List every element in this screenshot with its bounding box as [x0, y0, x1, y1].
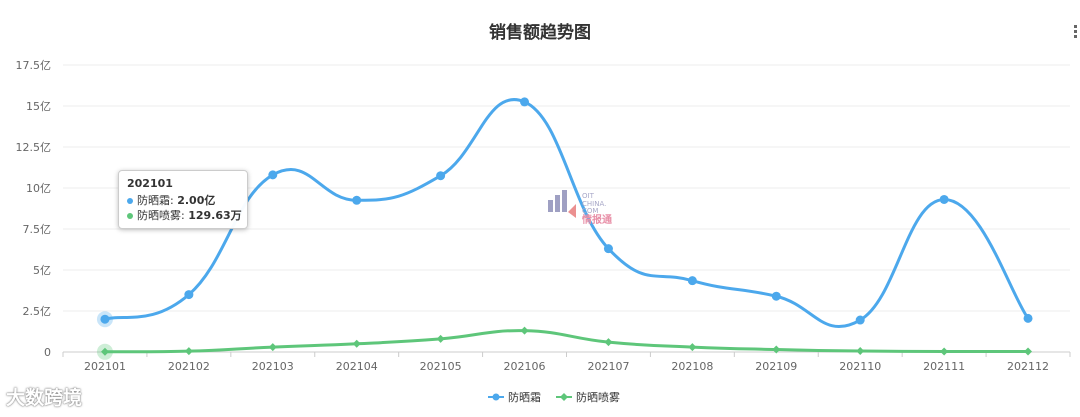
data-point[interactable]	[184, 290, 194, 300]
tooltip-value: 129.63万	[188, 209, 242, 222]
y-tick-label: 15亿	[26, 100, 51, 113]
tooltip-row-spray: 防晒喷雾: 129.63万	[127, 208, 242, 223]
x-tick-label: 202103	[252, 360, 294, 373]
tooltip-label: 防晒霜:	[137, 194, 178, 207]
data-point[interactable]	[856, 347, 865, 356]
data-point[interactable]	[688, 343, 697, 352]
svg-text:OIT: OIT	[582, 192, 595, 200]
x-tick-label: 202110	[839, 360, 881, 373]
center-logo-icon: OIT CHINA. COM 情报通	[548, 190, 612, 226]
series-dot-icon	[127, 198, 133, 204]
data-point[interactable]	[436, 334, 445, 343]
svg-text:CHINA.: CHINA.	[582, 200, 606, 208]
data-point[interactable]	[100, 314, 110, 324]
data-point[interactable]	[184, 347, 193, 356]
watermark-text: 大数跨境	[6, 387, 83, 409]
data-point[interactable]	[603, 244, 613, 254]
data-point[interactable]	[268, 170, 278, 180]
data-point[interactable]	[1023, 313, 1033, 323]
data-point[interactable]	[100, 347, 109, 356]
data-point[interactable]	[855, 315, 865, 325]
y-tick-label: 12.5亿	[16, 141, 52, 154]
chart-tooltip: 202101 防晒霜: 2.00亿 防晒喷雾: 129.63万	[118, 170, 248, 229]
x-tick-label: 202105	[420, 360, 462, 373]
x-tick-label: 202107	[587, 360, 629, 373]
x-tick-label: 202104	[336, 360, 378, 373]
y-tick-label: 2.5亿	[23, 305, 52, 318]
y-tick-label: 7.5亿	[23, 223, 52, 236]
legend-item[interactable]: 防晒霜	[488, 390, 541, 404]
tooltip-title: 202101	[127, 177, 173, 190]
data-point[interactable]	[520, 97, 530, 107]
x-tick-label: 202109	[755, 360, 797, 373]
series-line	[104, 98, 1030, 328]
y-tick-label: 0	[44, 346, 51, 359]
series-dot-icon	[127, 213, 133, 219]
data-point[interactable]	[352, 339, 361, 348]
legend-label: 防晒喷雾	[576, 390, 620, 404]
data-point[interactable]	[268, 343, 277, 352]
legend-item[interactable]: 防晒喷雾	[556, 390, 620, 404]
x-tick-label: 202102	[168, 360, 210, 373]
hamburger-menu-icon[interactable]	[1068, 24, 1080, 40]
y-tick-label: 17.5亿	[16, 59, 52, 72]
y-tick-label: 10亿	[26, 182, 51, 195]
x-tick-label: 202106	[504, 360, 546, 373]
x-tick-label: 202101	[84, 360, 126, 373]
data-point[interactable]	[687, 276, 697, 286]
y-tick-label: 5亿	[33, 264, 51, 277]
data-point[interactable]	[939, 194, 949, 204]
legend-marker	[492, 393, 500, 401]
svg-text:情报通: 情报通	[582, 213, 612, 226]
legend-marker	[560, 393, 568, 401]
x-tick-label: 202111	[923, 360, 965, 373]
data-point[interactable]	[436, 171, 446, 181]
legend-label: 防晒霜	[508, 390, 541, 404]
x-tick-label: 202112	[1007, 360, 1049, 373]
x-tick-label: 202108	[671, 360, 713, 373]
chart-title: 销售额趋势图	[489, 23, 591, 43]
series-line	[104, 329, 1029, 354]
data-point[interactable]	[352, 195, 362, 205]
svg-text:COM: COM	[582, 207, 598, 215]
data-point[interactable]	[771, 291, 781, 301]
data-point[interactable]	[1024, 347, 1033, 356]
tooltip-label: 防晒喷雾:	[137, 209, 189, 222]
data-point[interactable]	[940, 347, 949, 356]
tooltip-row-sunscreen: 防晒霜: 2.00亿	[127, 193, 239, 208]
data-point[interactable]	[604, 338, 613, 347]
tooltip-value: 2.00亿	[177, 194, 216, 207]
data-point[interactable]	[772, 345, 781, 354]
data-point[interactable]	[520, 326, 529, 335]
